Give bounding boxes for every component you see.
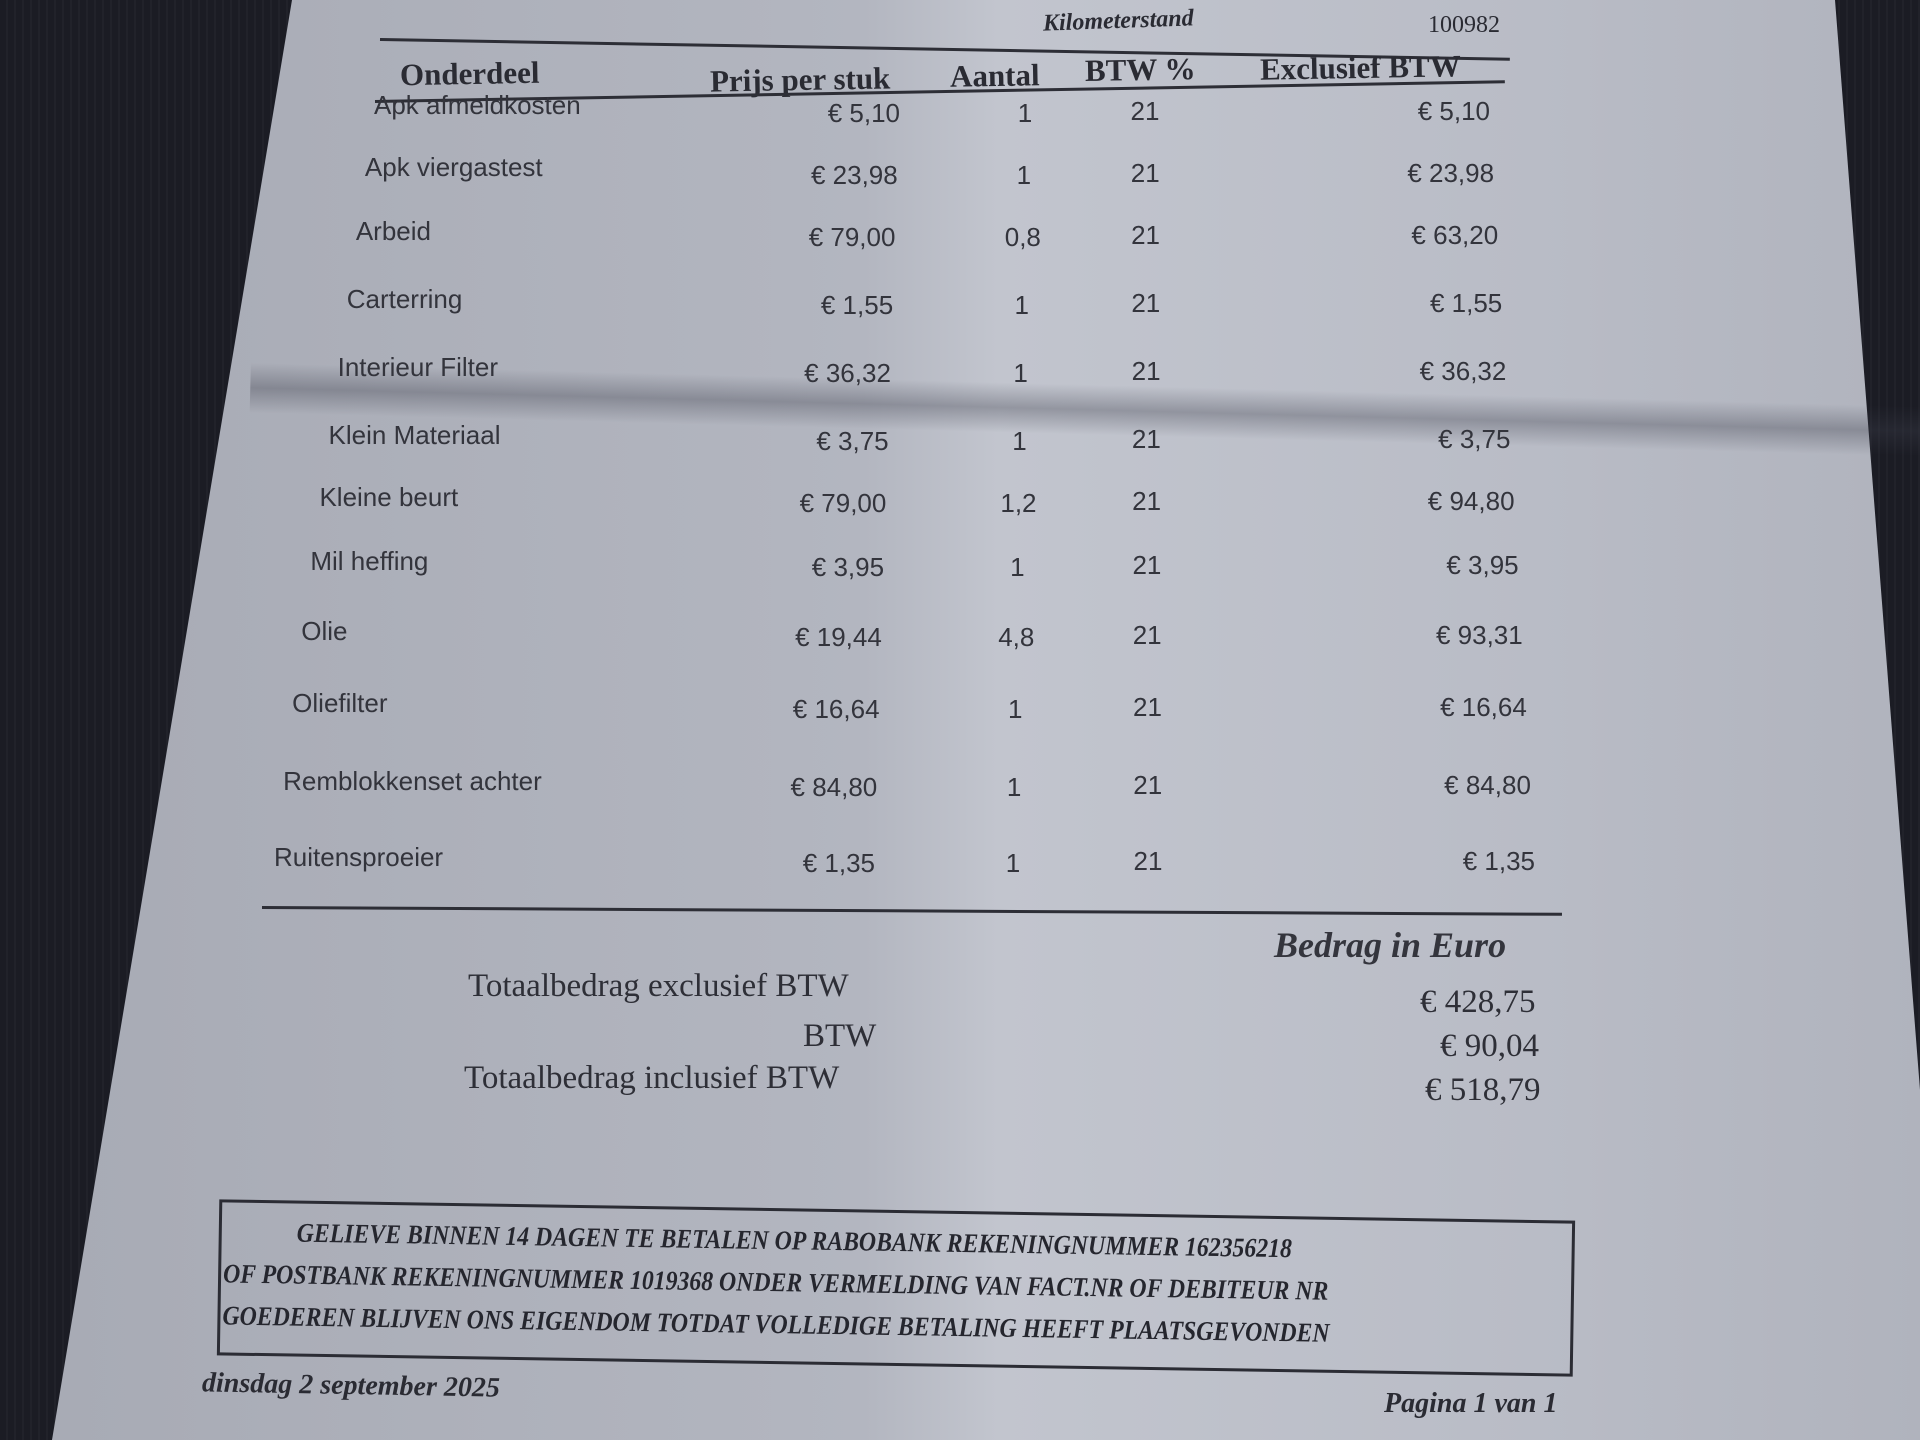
unit-price: € 1,55 <box>820 290 894 320</box>
km-value: 100982 <box>1428 12 1500 38</box>
quantity: 1 <box>1012 426 1027 456</box>
total-excl-value: € 428,75 <box>1420 984 1536 1020</box>
unit-price: € 5,10 <box>827 98 900 128</box>
vat-rate: 21 <box>1131 220 1160 250</box>
total-incl-label: Totaalbedrag inclusief BTW <box>464 1060 840 1096</box>
amount-excl: € 1,55 <box>1429 288 1503 318</box>
quantity: 1,2 <box>1000 488 1037 518</box>
part-name: Klein Materiaal <box>328 420 501 450</box>
col-header-vat: BTW % <box>1084 51 1196 88</box>
vat-label: BTW <box>803 1018 877 1054</box>
amount-excl: € 36,32 <box>1419 356 1507 386</box>
amount-excl: € 63,20 <box>1411 220 1499 250</box>
quantity: 1 <box>1013 358 1028 388</box>
vat-rate: 21 <box>1133 846 1163 876</box>
unit-price: € 84,80 <box>790 772 878 802</box>
part-name: Kleine beurt <box>319 482 459 512</box>
total-excl-label: Totaalbedrag exclusief BTW <box>468 968 849 1004</box>
quantity: 1 <box>1010 552 1025 582</box>
amount-excl: € 3,75 <box>1438 424 1511 454</box>
unit-price: € 3,95 <box>811 552 885 582</box>
unit-price: € 16,64 <box>792 694 880 724</box>
part-name: Apk viergastest <box>364 152 543 182</box>
amount-excl: € 5,10 <box>1417 96 1490 126</box>
invoice-date: dinsdag 2 september 2025 <box>201 1367 501 1404</box>
page-number: Pagina 1 van 1 <box>1384 1388 1558 1419</box>
vat-rate: 21 <box>1131 356 1161 386</box>
amount-excl: € 16,64 <box>1440 692 1527 722</box>
unit-price: € 36,32 <box>804 358 891 388</box>
payment-notice-box: GELIEVE BINNEN 14 DAGEN TE BETALEN OP RA… <box>216 1199 1576 1377</box>
quantity: 1 <box>1005 848 1021 878</box>
part-name: Ruitensproeier <box>274 842 444 872</box>
quantity: 4,8 <box>998 622 1035 652</box>
part-name: Arbeid <box>355 216 431 246</box>
vat-rate: 21 <box>1132 620 1162 650</box>
vat-rate: 21 <box>1130 96 1160 126</box>
vat-rate: 21 <box>1132 550 1162 580</box>
amount-excl: € 93,31 <box>1435 620 1523 650</box>
part-name: Carterring <box>346 284 463 314</box>
vat-rate: 21 <box>1133 770 1163 800</box>
vat-rate: 21 <box>1131 424 1161 454</box>
notice-line-3: GOEDEREN BLIJVEN ONS EIGENDOM TOTDAT VOL… <box>222 1300 1330 1348</box>
amount-excl: € 1,35 <box>1462 846 1535 876</box>
km-label: Kilometerstand <box>1042 5 1195 37</box>
part-name: Oliefilter <box>292 688 388 718</box>
quantity: 0,8 <box>1004 222 1041 252</box>
notice-line-2: OF POSTBANK REKENINGNUMMER 1019368 ONDER… <box>222 1258 1329 1306</box>
unit-price: € 23,98 <box>810 160 898 190</box>
part-name: Olie <box>301 616 348 646</box>
vat-value: € 90,04 <box>1440 1028 1539 1064</box>
vat-rate: 21 <box>1130 158 1160 188</box>
vat-rate: 21 <box>1132 692 1162 722</box>
unit-price: € 3,75 <box>816 426 889 456</box>
quantity: 1 <box>1016 160 1032 190</box>
unit-price: € 79,00 <box>808 222 896 252</box>
unit-price: € 19,44 <box>795 622 882 652</box>
quantity: 1 <box>1006 772 1022 802</box>
vat-rate: 21 <box>1132 486 1162 516</box>
col-header-part: Onderdeel <box>399 54 540 93</box>
part-name: Mil heffing <box>310 546 429 576</box>
unit-price: € 79,00 <box>799 488 887 518</box>
amount-excl: € 94,80 <box>1427 486 1515 516</box>
unit-price: € 1,35 <box>802 848 875 878</box>
part-name: Apk afmeldkosten <box>374 90 581 120</box>
quantity: 1 <box>1014 290 1029 320</box>
part-name: Remblokkenset achter <box>283 766 542 796</box>
amount-excl: € 84,80 <box>1444 770 1531 800</box>
amount-header: Bedrag in Euro <box>1274 925 1507 965</box>
quantity: 1 <box>1007 694 1023 724</box>
total-incl-value: € 518,79 <box>1425 1072 1541 1108</box>
quantity: 1 <box>1017 98 1033 128</box>
amount-excl: € 23,98 <box>1407 158 1495 188</box>
part-name: Interieur Filter <box>337 352 499 382</box>
amount-excl: € 3,95 <box>1446 550 1519 580</box>
notice-line-1: GELIEVE BINNEN 14 DAGEN TE BETALEN OP RA… <box>296 1217 1293 1264</box>
vat-rate: 21 <box>1131 288 1161 318</box>
